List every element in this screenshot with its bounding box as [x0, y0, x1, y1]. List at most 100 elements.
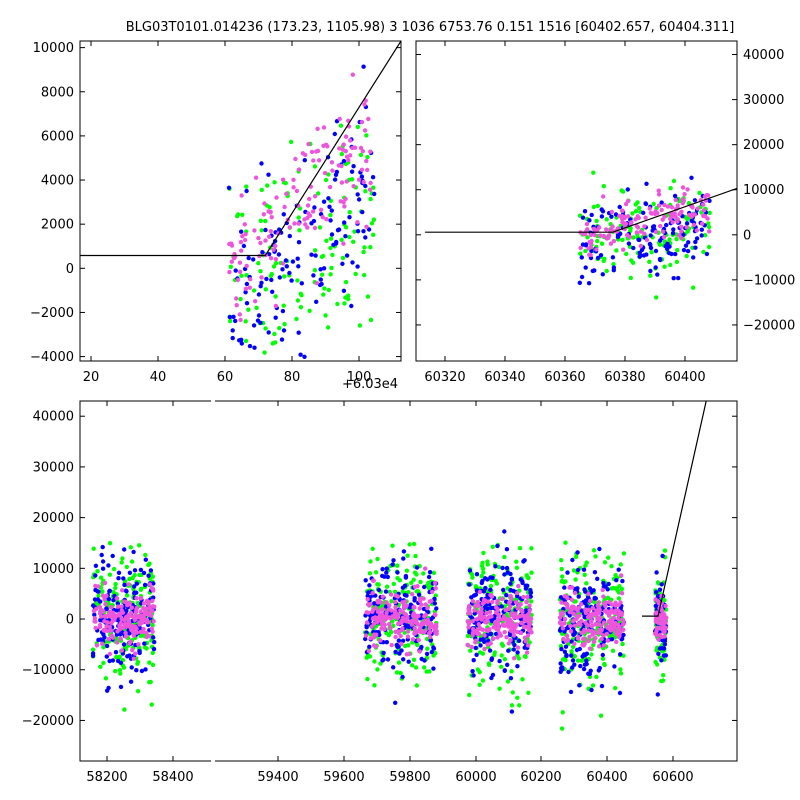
data-point: [322, 286, 327, 291]
data-point: [142, 641, 147, 646]
data-point: [590, 683, 596, 688]
data-point: [113, 581, 118, 587]
data-point: [617, 584, 622, 589]
data-point: [580, 654, 585, 659]
data-point: [379, 626, 384, 631]
data-point: [514, 629, 520, 634]
data-point: [518, 602, 523, 607]
data-point: [653, 211, 658, 217]
data-point: [95, 569, 100, 574]
data-point: [333, 172, 339, 177]
data-point: [476, 603, 481, 608]
data-point: [528, 616, 534, 621]
data-point: [565, 602, 570, 607]
data-point: [620, 636, 625, 641]
data-point: [704, 193, 709, 198]
data-point: [575, 658, 581, 663]
data-point: [93, 563, 99, 568]
data-point: [277, 325, 282, 331]
data-point: [514, 559, 519, 564]
data-point: [431, 666, 436, 671]
data-point: [481, 597, 487, 603]
data-point: [341, 158, 347, 164]
data-point: [240, 234, 245, 239]
data-point: [391, 558, 396, 563]
x-tick-label: 59600: [323, 770, 364, 785]
data-point: [321, 292, 326, 297]
data-point: [653, 229, 659, 235]
data-point: [419, 621, 424, 626]
data-point: [691, 222, 697, 228]
data-point: [499, 596, 505, 602]
data-point: [625, 187, 630, 192]
data-point: [430, 589, 435, 595]
data-point: [527, 608, 532, 613]
data-point: [694, 236, 700, 241]
data-point: [657, 587, 663, 592]
data-point: [117, 668, 123, 673]
data-point: [575, 586, 580, 591]
data-point: [659, 678, 664, 684]
data-point: [251, 323, 257, 328]
data-point: [252, 228, 257, 233]
data-point: [234, 303, 239, 308]
data-point: [598, 233, 603, 238]
data-point: [389, 599, 394, 604]
data-point: [601, 233, 606, 239]
data-point: [390, 543, 395, 548]
data-point: [281, 303, 286, 308]
data-point: [119, 560, 124, 565]
data-point: [319, 272, 325, 277]
data-point: [128, 679, 134, 684]
data-point: [396, 660, 402, 665]
data-point: [642, 231, 647, 236]
data-point: [365, 294, 371, 299]
data-point: [408, 619, 413, 625]
data-point: [295, 278, 300, 283]
data-point: [414, 683, 419, 688]
data-point: [580, 642, 585, 648]
data-point: [589, 687, 594, 693]
data-point: [258, 218, 263, 223]
data-point: [107, 589, 112, 594]
data-point: [570, 658, 576, 663]
data-point: [118, 636, 123, 641]
data-point: [578, 663, 583, 669]
data-point: [421, 596, 426, 601]
data-point: [367, 644, 372, 649]
data-point: [512, 642, 517, 648]
data-point: [637, 237, 642, 243]
data-point: [425, 646, 430, 651]
data-point: [465, 633, 471, 639]
data-point: [434, 624, 439, 629]
data-point: [423, 602, 428, 607]
data-point: [423, 566, 428, 571]
data-point: [584, 221, 590, 227]
data-point: [347, 210, 352, 215]
data-point: [363, 189, 368, 194]
data-point: [621, 247, 626, 252]
data-point: [600, 656, 606, 661]
data-point: [504, 593, 509, 598]
data-point: [100, 566, 106, 571]
data-point: [663, 620, 668, 625]
data-point: [366, 648, 371, 654]
data-point: [121, 642, 127, 647]
data-point: [253, 175, 259, 180]
data-point: [592, 232, 597, 238]
data-point: [387, 603, 392, 608]
data-point: [651, 201, 656, 207]
data-point: [500, 565, 505, 571]
data-point: [617, 690, 623, 696]
data-point: [515, 590, 520, 596]
data-point: [284, 264, 289, 269]
data-point: [487, 610, 493, 615]
x-tick-label: 59400: [257, 770, 298, 785]
data-point: [558, 595, 564, 600]
data-point: [141, 618, 146, 623]
data-point: [473, 640, 478, 645]
data-point: [287, 270, 292, 276]
data-point: [484, 611, 489, 616]
data-point: [473, 645, 478, 651]
data-point: [592, 268, 597, 273]
